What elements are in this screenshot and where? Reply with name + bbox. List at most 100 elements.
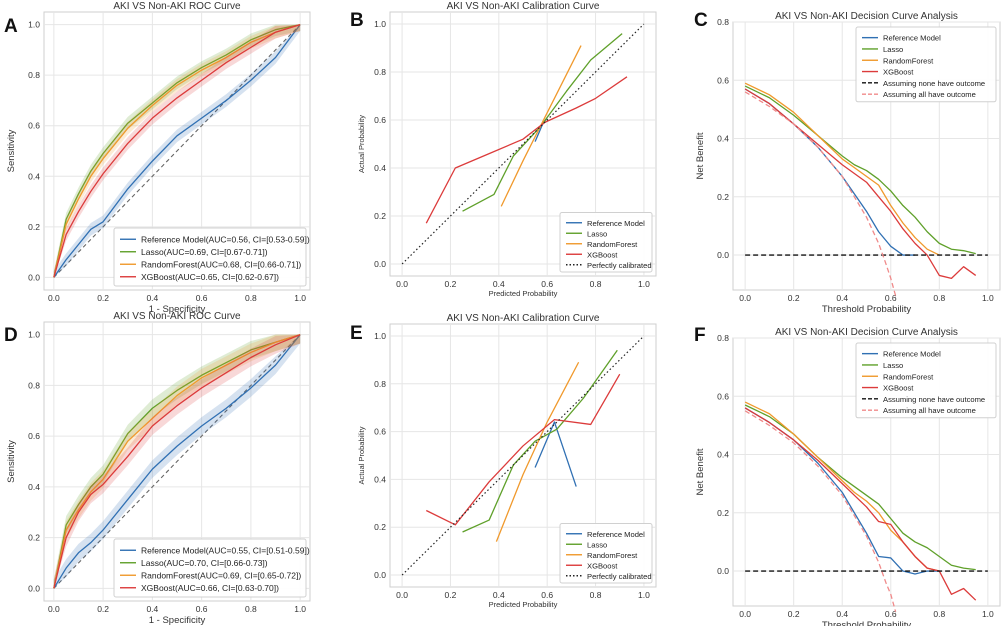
legend-label: Perfectly calibrated xyxy=(587,261,652,270)
legend: Reference Model Lasso RandomForest XGBoost A… xyxy=(855,26,997,103)
y-tick-label: 0.4 xyxy=(28,482,40,492)
x-tick-label: 0.0 xyxy=(48,604,60,614)
series-line-perfectly-calibrated xyxy=(401,335,645,576)
legend-label: Assuming none have outcome xyxy=(883,79,985,88)
chart-title: AKI VS Non-AKI ROC Curve xyxy=(113,311,241,322)
series-line-lasso xyxy=(462,349,618,533)
legend-label: Lasso(AUC=0.70, CI=[0.66-0.73]) xyxy=(141,558,268,568)
chance-diagonal xyxy=(53,24,301,278)
y-tick-label: 0.6 xyxy=(374,115,386,125)
chart-title: AKI VS Non-AKI Calibration Curve xyxy=(447,1,600,12)
x-tick-label: 0.6 xyxy=(885,293,897,303)
x-tick-label: 1.0 xyxy=(638,279,650,289)
legend-label: Reference Model xyxy=(883,34,941,43)
x-tick-label: 0.6 xyxy=(541,279,553,289)
x-tick-label: 0.4 xyxy=(146,604,158,614)
series-line-reference-model xyxy=(53,24,301,278)
legend-label: Reference Model xyxy=(587,219,645,228)
legend-label: Lasso xyxy=(883,45,903,54)
y-tick-label: 1.0 xyxy=(374,331,386,341)
chance-diagonal xyxy=(53,334,301,589)
series-line-randomforest xyxy=(500,45,582,207)
series-line-assuming-all-have-outcome xyxy=(744,91,897,297)
chart-title: AKI VS Non-AKI ROC Curve xyxy=(113,1,241,12)
ci-band-lasso xyxy=(53,24,301,278)
panel-letter: D xyxy=(4,325,18,346)
legend-label: Reference Model(AUC=0.55, CI=[0.51-0.59]… xyxy=(141,545,310,555)
y-tick-label: 0.2 xyxy=(28,533,40,543)
x-tick-label: 0.4 xyxy=(836,609,848,619)
legend-label: XGBoost(AUC=0.65, CI=[0.62-0.67]) xyxy=(141,272,279,282)
x-tick-label: 0.4 xyxy=(146,293,158,303)
series-line-xgboost xyxy=(53,334,301,589)
legend-label: Reference Model xyxy=(587,530,645,539)
series-line-perfectly-calibrated xyxy=(401,23,645,265)
x-tick-label: 0.4 xyxy=(836,293,848,303)
series-line-randomforest xyxy=(53,24,301,278)
y-tick-label: 0.8 xyxy=(28,380,40,390)
y-tick-label: 0.6 xyxy=(717,391,729,401)
legend-label: RandomForest xyxy=(587,551,638,560)
series-line-reference-model xyxy=(53,334,301,589)
legend-label: XGBoost xyxy=(587,561,618,570)
x-tick-label: 0.8 xyxy=(933,293,945,303)
legend-label: RandomForest(AUC=0.68, CI=[0.66-0.71]) xyxy=(141,259,301,269)
legend-label: Perfectly calibrated xyxy=(587,572,652,581)
series-line-xgboost xyxy=(744,407,977,601)
series-line-lasso xyxy=(53,23,301,278)
y-tick-label: 0.8 xyxy=(717,333,729,343)
panel-f: F 0.0 0.2 0.4 0.6 0.8 1.0 0.0 0.2 0.4 0.6 0.8 AKI VS… xyxy=(694,325,1001,626)
y-tick-label: 0.8 xyxy=(374,379,386,389)
y-tick-label: 1.0 xyxy=(28,330,40,340)
legend-box xyxy=(113,538,307,598)
legend-label: XGBoost xyxy=(883,68,914,77)
series-line-xgboost xyxy=(744,88,977,279)
y-tick-label: 0.4 xyxy=(374,163,386,173)
y-tick-label: 0.2 xyxy=(717,508,729,518)
series-line-lasso xyxy=(53,334,301,589)
legend-label: Assuming none have outcome xyxy=(883,395,985,404)
series-line-assuming-all-have-outcome xyxy=(744,410,897,613)
y-tick-label: 0.0 xyxy=(374,259,386,269)
x-axis-label: 1 - Specificity xyxy=(149,304,206,315)
y-tick-label: 0.2 xyxy=(374,522,386,532)
x-tick-label: 0.2 xyxy=(97,293,109,303)
panel-letter: A xyxy=(4,16,18,37)
panel-d: D 0.0 0.2 0.4 0.6 0.8 1.0 0.0 0.2 0.4 0.6 0.8 1.0 AKI… xyxy=(4,311,311,626)
legend-box xyxy=(113,227,307,287)
legend-label: XGBoost xyxy=(587,250,618,259)
panel-letter: E xyxy=(350,323,363,344)
y-tick-label: 1.0 xyxy=(28,20,40,30)
y-tick-label: 0.2 xyxy=(374,211,386,221)
x-tick-label: 0.8 xyxy=(245,604,257,614)
legend-label: XGBoost xyxy=(883,384,914,393)
x-tick-label: 0.2 xyxy=(97,604,109,614)
legend-box xyxy=(855,342,997,419)
x-tick-label: 0.2 xyxy=(445,590,457,600)
panel-letter: C xyxy=(694,10,708,31)
y-axis-label: Actual Probability xyxy=(357,115,366,173)
legend: Reference Model Lasso RandomForest XGBoost A… xyxy=(855,342,997,419)
legend-label: Assuming all have outcome xyxy=(883,406,976,415)
x-tick-label: 0.4 xyxy=(493,279,505,289)
x-tick-label: 0.2 xyxy=(788,293,800,303)
x-tick-label: 0.6 xyxy=(196,293,208,303)
series-line-randomforest xyxy=(495,361,580,542)
y-tick-label: 0.8 xyxy=(374,67,386,77)
legend-box xyxy=(559,212,653,273)
y-tick-label: 0.4 xyxy=(717,450,729,460)
x-tick-label: 1.0 xyxy=(982,293,994,303)
x-tick-label: 0.8 xyxy=(590,590,602,600)
chart-title: AKI VS Non-AKI Decision Curve Analysis xyxy=(775,11,958,22)
y-tick-label: 0.4 xyxy=(374,474,386,484)
ci-band-lasso xyxy=(53,334,301,589)
x-tick-label: 0.6 xyxy=(196,604,208,614)
chart-title: AKI VS Non-AKI Calibration Curve xyxy=(447,313,600,324)
legend-label: RandomForest(AUC=0.69, CI=[0.65-0.72]) xyxy=(141,570,301,580)
x-tick-label: 0.8 xyxy=(590,279,602,289)
y-tick-label: 0.6 xyxy=(28,431,40,441)
y-tick-label: 0.8 xyxy=(717,17,729,27)
y-axis-label: Net Benefit xyxy=(695,132,706,179)
